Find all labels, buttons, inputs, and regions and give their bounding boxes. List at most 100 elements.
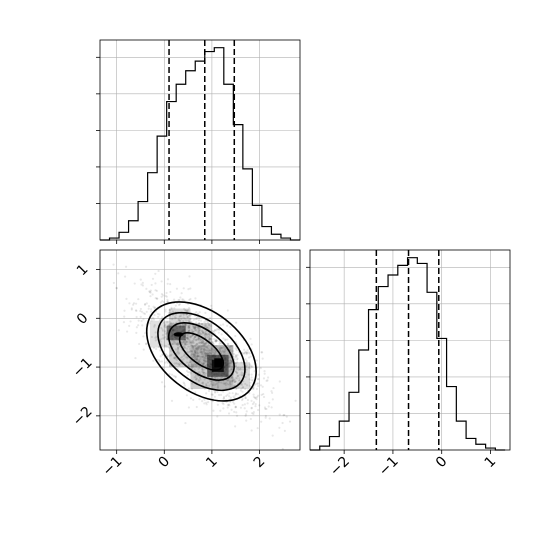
scatter-point <box>199 349 202 352</box>
scatter-point <box>260 420 263 423</box>
scatter-point <box>203 348 206 351</box>
hist-y-xtick-label: 0 <box>433 454 451 472</box>
scatter-point <box>215 339 218 342</box>
scatter-point <box>193 350 197 354</box>
scatter-point <box>194 358 197 361</box>
scatter-point <box>153 313 156 317</box>
contour-level-3 <box>168 322 235 381</box>
scatter-point <box>181 330 184 333</box>
scatter-point <box>176 348 179 352</box>
scatter-point <box>252 412 255 416</box>
scatter-point <box>115 287 119 290</box>
scatter-point <box>204 332 208 335</box>
scatter-point <box>245 410 248 413</box>
scatter-point <box>229 360 232 363</box>
scatter-point <box>204 324 208 327</box>
scatter-point <box>245 351 248 354</box>
scatter-point <box>163 323 166 327</box>
scatter-point <box>183 328 186 331</box>
scatter-point <box>243 348 246 351</box>
scatter-point <box>249 365 252 368</box>
scatter-point <box>257 378 260 381</box>
scatter-point <box>216 386 219 389</box>
scatter-point <box>190 352 194 356</box>
scatter-point <box>250 364 253 367</box>
scatter-point <box>205 392 208 395</box>
scatter-point <box>234 355 237 358</box>
scatter-point <box>175 337 178 340</box>
scatter-point <box>248 363 252 366</box>
joint-ytick-label: 0 <box>74 310 92 328</box>
joint-ytick-label: −2 <box>70 404 96 430</box>
scatter-point <box>182 381 185 384</box>
scatter-point <box>236 367 239 370</box>
scatter-point <box>187 363 191 366</box>
scatter-point <box>209 316 212 319</box>
scatter-point <box>166 320 169 324</box>
scatter-point <box>182 313 185 316</box>
scatter-point <box>141 284 145 287</box>
density-cell <box>233 362 250 390</box>
scatter-point <box>227 343 230 346</box>
scatter-point <box>215 329 218 332</box>
scatter-point <box>202 355 205 358</box>
scatter-point <box>252 395 255 399</box>
scatter-point <box>186 310 189 313</box>
scatter-point <box>153 306 157 309</box>
scatter-point <box>169 323 172 326</box>
scatter-point <box>139 278 142 281</box>
scatter-point <box>200 368 204 371</box>
scatter-point <box>195 348 198 351</box>
scatter-point <box>177 319 180 322</box>
scatter-point <box>203 364 206 367</box>
scatter-point <box>241 374 244 377</box>
scatter-point <box>173 341 176 344</box>
scatter-point <box>198 327 201 330</box>
hist-y-grid <box>310 250 510 450</box>
scatter-point <box>237 374 240 377</box>
scatter-point <box>212 348 215 351</box>
scatter-point <box>186 374 189 377</box>
scatter-point <box>228 355 231 358</box>
scatter-point <box>148 290 151 293</box>
scatter-point <box>267 405 270 408</box>
scatter-point <box>180 341 183 344</box>
scatter-point <box>192 325 195 328</box>
scatter-point <box>190 342 193 345</box>
scatter-point <box>255 359 258 362</box>
joint-density-plot: −1 0 1 2−2−101 <box>70 249 301 479</box>
scatter-point <box>192 347 195 351</box>
scatter-point <box>230 380 233 383</box>
scatter-point <box>235 358 239 361</box>
scatter-point <box>211 347 214 350</box>
scatter-point <box>170 306 173 310</box>
scatter-point <box>203 359 206 362</box>
scatter-point <box>208 349 211 352</box>
scatter-point <box>161 294 165 297</box>
scatter-point <box>173 335 176 339</box>
scatter-point <box>180 317 183 320</box>
scatter-point <box>212 382 215 385</box>
joint-ytick-label: −1 <box>70 355 96 381</box>
scatter-point <box>182 330 186 333</box>
scatter-point <box>202 371 205 374</box>
scatter-point <box>182 298 185 301</box>
scatter-point <box>183 342 187 346</box>
scatter-point <box>241 390 244 393</box>
scatter-point <box>187 288 190 291</box>
scatter-point <box>233 380 236 384</box>
scatter-point <box>132 302 136 305</box>
scatter-point <box>205 384 209 387</box>
scatter-point <box>164 361 167 364</box>
scatter-point <box>197 337 200 340</box>
scatter-point <box>254 405 257 408</box>
scatter-point <box>198 360 201 363</box>
scatter-point <box>188 365 191 368</box>
scatter-point <box>225 394 228 398</box>
scatter-point <box>176 336 179 340</box>
scatter-point <box>198 329 201 332</box>
scatter-point <box>197 367 200 370</box>
scatter-point <box>173 328 176 332</box>
scatter-point <box>203 321 206 324</box>
scatter-point <box>251 402 254 406</box>
